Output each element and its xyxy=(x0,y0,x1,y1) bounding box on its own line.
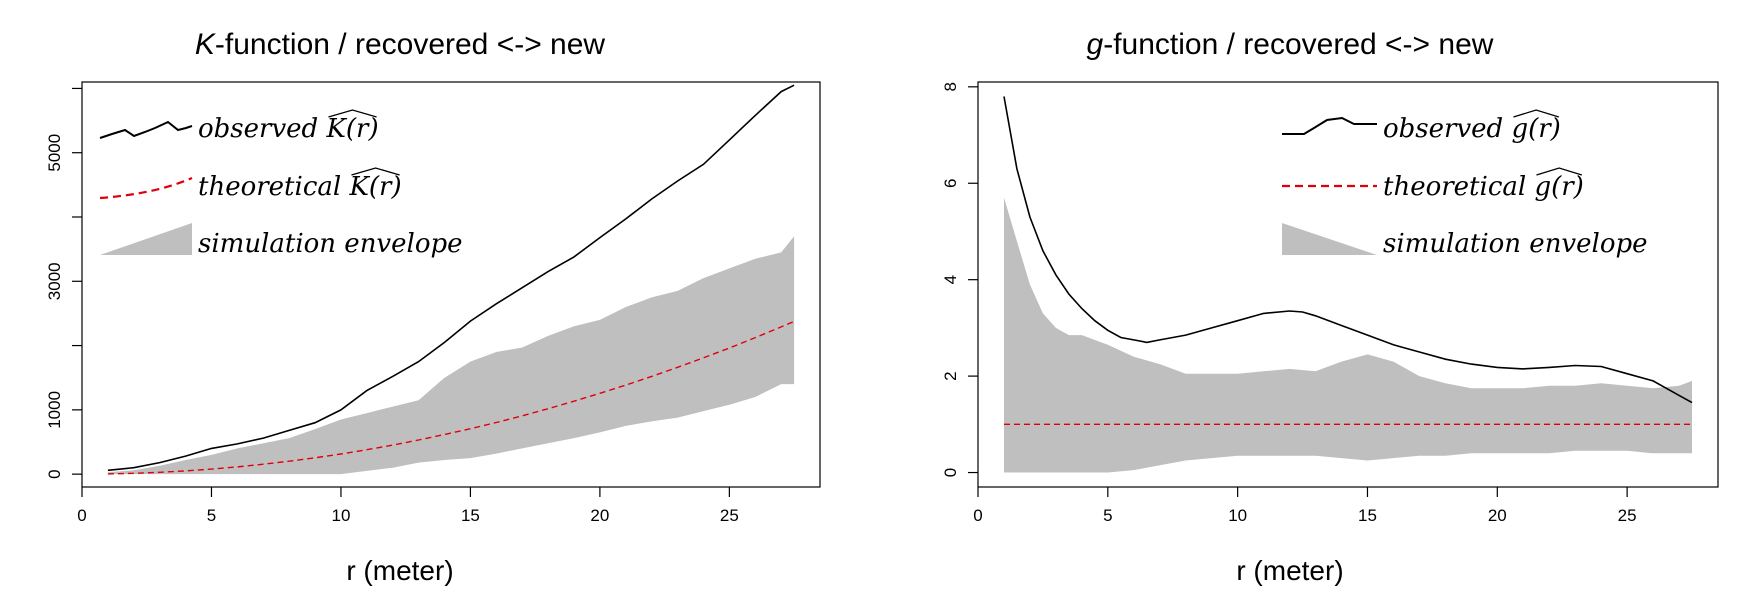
x-tick-label: 0 xyxy=(77,506,86,525)
plot-frame xyxy=(977,81,1719,488)
x-tick-label: 10 xyxy=(1228,506,1247,525)
x-tick-label: 0 xyxy=(973,506,982,525)
x-tick-label: 20 xyxy=(1488,506,1507,525)
legend-hat-mark xyxy=(1513,109,1560,118)
y-tick-label: 5000 xyxy=(45,134,64,172)
legend-observed-label: observed g(r) xyxy=(1383,114,1561,144)
x-tick-label: 20 xyxy=(590,506,609,525)
x-axis-label: r (meter) xyxy=(1236,555,1343,586)
legend-hat-mark xyxy=(328,109,377,118)
simulation-envelope-band xyxy=(1004,197,1692,473)
chart-title: K-function / recovered <-> new xyxy=(195,28,606,61)
theoretical-line xyxy=(107,320,795,475)
x-tick-label: 25 xyxy=(1618,506,1637,525)
x-tick-label: 25 xyxy=(720,506,739,525)
observed-line xyxy=(107,84,795,472)
chart-legend: observed K(r)theoretical K(r)simulation … xyxy=(99,109,463,259)
chart-title-rest: -function / recovered <-> new xyxy=(215,28,606,61)
legend-theoretical-key xyxy=(99,176,193,200)
legend-theoretical-label: theoretical g(r) xyxy=(1383,172,1584,202)
x-tick-label: 5 xyxy=(1103,506,1112,525)
legend-hat-mark xyxy=(351,167,400,176)
chart-title: g-function / recovered <-> new xyxy=(1087,28,1494,61)
x-tick-label: 10 xyxy=(331,506,350,525)
x-tick-label: 15 xyxy=(1358,506,1377,525)
y-tick-label: 1000 xyxy=(45,391,64,429)
legend-observed-key xyxy=(1282,116,1377,135)
observed-line xyxy=(1003,96,1693,404)
legend-label-math: g(r) xyxy=(1511,114,1560,144)
legend-envelope-label: simulation envelope xyxy=(1383,229,1648,259)
g-function-plot: g-function / recovered <-> new r (meter)… xyxy=(941,28,1719,586)
legend-observed-label: observed K(r) xyxy=(198,114,379,144)
y-tick-label: 8 xyxy=(941,82,960,91)
k-function-plot: K-function / recovered <-> new r (meter)… xyxy=(45,28,821,586)
chart-title-rest: -function / recovered <-> new xyxy=(1103,28,1494,61)
legend-label-word: theoretical xyxy=(1383,172,1534,202)
x-axis-label: r (meter) xyxy=(346,555,453,586)
y-tick-label: 0 xyxy=(45,469,64,478)
chart-title-letter: g xyxy=(1087,28,1104,61)
y-tick-label: 0 xyxy=(941,468,960,477)
chart-legend: observed g(r)theoretical g(r)simulation … xyxy=(1282,109,1648,259)
plot-frame xyxy=(81,81,821,488)
legend-envelope-key xyxy=(100,223,192,255)
simulation-envelope-band xyxy=(107,236,795,475)
k-function-chart: K-function / recovered <-> new r (meter)… xyxy=(0,0,870,615)
legend-label-math: K(r) xyxy=(348,172,401,202)
legend-envelope-key xyxy=(1282,223,1377,255)
y-tick-label: 4 xyxy=(941,275,960,284)
legend-label-math: K(r) xyxy=(325,114,378,144)
legend-label-word: observed xyxy=(198,114,326,144)
y-tick-label: 6 xyxy=(941,179,960,188)
y-tick-label: 2 xyxy=(941,371,960,380)
g-function-chart: g-function / recovered <-> new r (meter)… xyxy=(890,0,1741,615)
legend-label-word: observed xyxy=(1383,114,1511,144)
x-tick-label: 5 xyxy=(207,506,216,525)
x-tick-label: 15 xyxy=(461,506,480,525)
legend-theoretical-label: theoretical K(r) xyxy=(198,172,402,202)
y-tick-label: 3000 xyxy=(45,262,64,300)
legend-envelope-label: simulation envelope xyxy=(198,229,463,259)
legend-observed-key xyxy=(99,120,193,139)
chart-title-letter: K xyxy=(195,28,217,61)
legend-label-word: theoretical xyxy=(198,172,349,202)
legend-label-math: g(r) xyxy=(1534,172,1583,202)
legend-hat-mark xyxy=(1536,167,1583,176)
